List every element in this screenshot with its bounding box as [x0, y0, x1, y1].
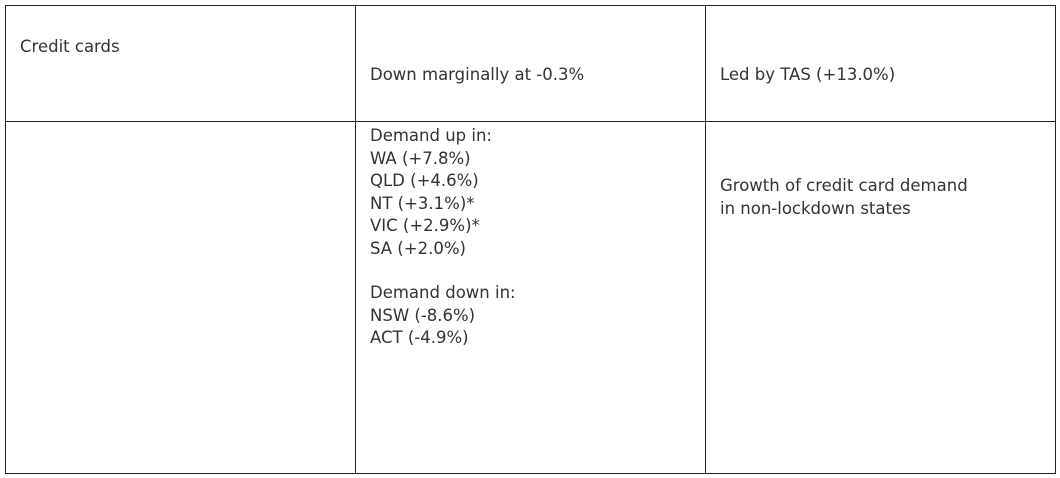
table-row: Credit cards Down marginally at -0.3% Le…	[5, 5, 1056, 122]
table-cell-empty	[5, 121, 356, 474]
commentary: Growth of credit card demand in non-lock…	[720, 175, 968, 220]
table-cell-national-change: Down marginally at -0.3%	[355, 5, 706, 122]
demand-up-heading: Demand up in:	[370, 126, 492, 145]
demand-up-item: WA (+7.8%)	[370, 148, 471, 168]
national-change-text: Down marginally at -0.3%	[370, 65, 585, 84]
credit-demand-table: Credit cards Down marginally at -0.3% Le…	[5, 5, 1056, 474]
spacer	[370, 260, 516, 282]
demand-up-item: SA (+2.0%)	[370, 238, 466, 258]
commentary-line: Growth of credit card demand	[720, 176, 968, 195]
demand-up-item: VIC (+2.9%)*	[370, 216, 480, 235]
table-cell-state-breakdown: Demand up in: WA (+7.8%) QLD (+4.6%) NT …	[355, 121, 706, 474]
demand-up-item: QLD (+4.6%)	[370, 171, 479, 190]
demand-down-item: ACT (-4.9%)	[370, 328, 469, 347]
table-row: Demand up in: WA (+7.8%) QLD (+4.6%) NT …	[5, 121, 1056, 474]
leader-text: Led by TAS (+13.0%)	[720, 65, 896, 84]
demand-down-item: NSW (-8.6%)	[370, 305, 476, 325]
state-breakdown: Demand up in: WA (+7.8%) QLD (+4.6%) NT …	[370, 125, 516, 350]
table-cell-leader: Led by TAS (+13.0%)	[705, 5, 1056, 122]
table-cell-commentary: Growth of credit card demand in non-lock…	[705, 121, 1056, 474]
demand-up-item: NT (+3.1%)*	[370, 193, 475, 213]
table-cell-category: Credit cards	[5, 5, 356, 122]
category-label: Credit cards	[20, 37, 120, 56]
commentary-line: in non-lockdown states	[720, 198, 911, 218]
demand-down-heading: Demand down in:	[370, 283, 516, 302]
credit-demand-table-container: Credit cards Down marginally at -0.3% Le…	[5, 5, 1056, 474]
